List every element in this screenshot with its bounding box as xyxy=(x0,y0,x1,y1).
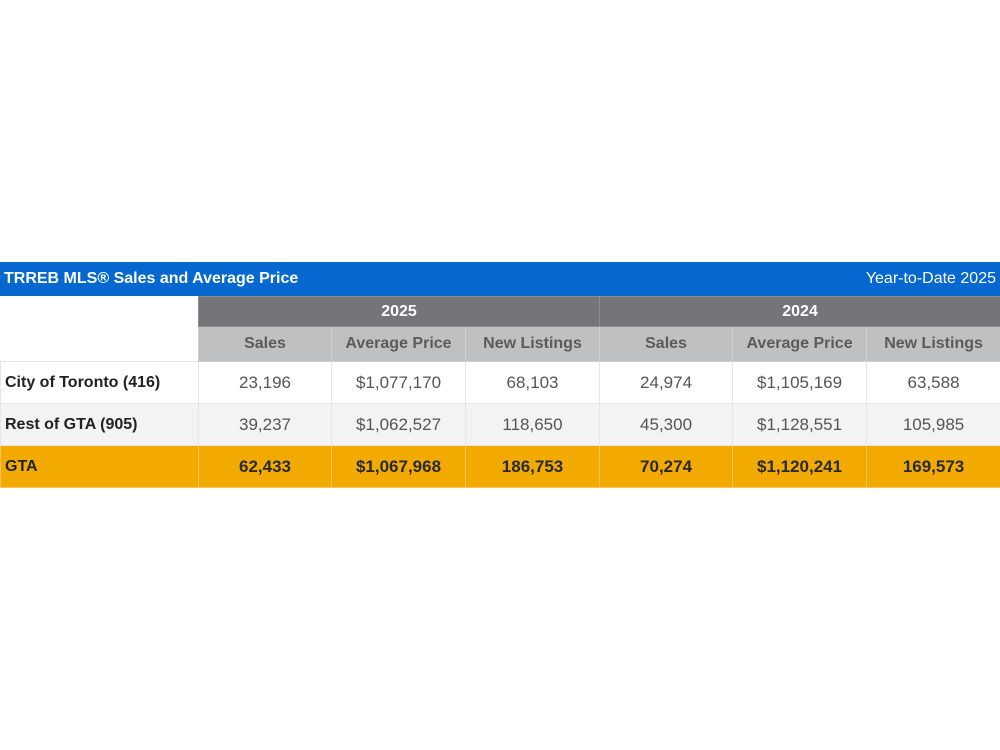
col-header: Average Price xyxy=(331,326,466,362)
row-label: City of Toronto (416) xyxy=(0,361,199,404)
column-header-row: Sales Average Price New Listings Sales A… xyxy=(1,326,1000,362)
cell: 39,237 xyxy=(198,403,332,446)
cell: $1,077,170 xyxy=(331,361,466,404)
cell: 118,650 xyxy=(464,403,601,446)
col-header: Average Price xyxy=(732,326,868,362)
cell: 186,753 xyxy=(464,445,601,488)
total-row: GTA 62,433 $1,067,968 186,753 70,274 $1,… xyxy=(0,445,1000,488)
cell: 105,985 xyxy=(866,403,1000,446)
sales-table: 2025 2024 Sales Average Price New Listin… xyxy=(0,296,1000,488)
cell: 23,196 xyxy=(198,361,332,404)
cell: 24,974 xyxy=(599,361,734,404)
cell: 45,300 xyxy=(599,403,734,446)
cell: 62,433 xyxy=(198,445,332,488)
period-label: Year-to-Date 2025 xyxy=(865,270,996,287)
cell: 70,274 xyxy=(599,445,734,488)
col-header: Sales xyxy=(599,326,734,362)
blank-corner xyxy=(0,296,199,362)
row-label: Rest of GTA (905) xyxy=(0,403,199,446)
cell: $1,128,551 xyxy=(732,403,868,446)
cell: $1,067,968 xyxy=(331,445,466,488)
table-row: City of Toronto (416) 23,196 $1,077,170 … xyxy=(0,361,1000,404)
table-title: TRREB MLS® Sales and Average Price xyxy=(4,270,299,287)
table-row: Rest of GTA (905) 39,237 $1,062,527 118,… xyxy=(0,403,1000,446)
cell: 68,103 xyxy=(464,361,601,404)
year-2025-header: 2025 xyxy=(197,296,601,327)
cell: 63,588 xyxy=(866,361,1000,404)
col-header: New Listings xyxy=(464,326,601,362)
year-header-row: 2025 2024 xyxy=(0,296,1000,362)
cell: $1,120,241 xyxy=(732,445,868,488)
col-header: Sales xyxy=(198,326,332,362)
title-bar: TRREB MLS® Sales and Average Price Year-… xyxy=(0,262,1000,296)
col-header: New Listings xyxy=(866,326,1000,362)
cell: $1,105,169 xyxy=(732,361,868,404)
cell: $1,062,527 xyxy=(331,403,466,446)
row-label: GTA xyxy=(0,445,199,488)
cell: 169,573 xyxy=(866,445,1000,488)
year-2024-header: 2024 xyxy=(599,296,1000,327)
